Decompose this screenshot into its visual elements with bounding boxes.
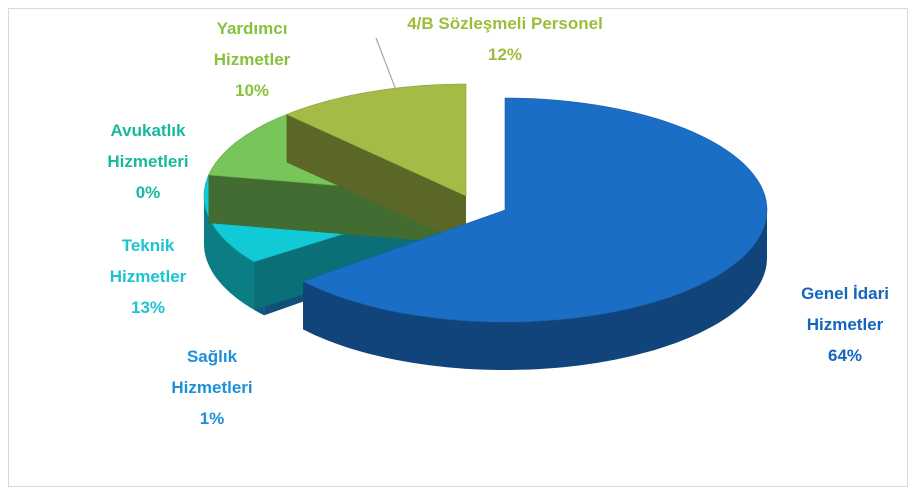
category-label: Sağlık Hizmetleri <box>171 347 253 397</box>
value-label: 1% <box>199 409 225 428</box>
slice-side <box>204 196 254 310</box>
data-label: Genel İdari Hizmetler 64% <box>780 278 910 371</box>
data-label: Teknik Hizmetler 13% <box>83 230 213 323</box>
slice <box>302 97 768 323</box>
slice <box>285 83 467 197</box>
category-label: 4/B Sözleşmeli Personel <box>407 14 603 33</box>
value-label: 0% <box>135 183 161 202</box>
category-label: Teknik Hizmetler <box>109 236 187 286</box>
data-label: Yardımcı Hizmetler 10% <box>187 13 317 106</box>
data-label: 4/B Sözleşmeli Personel 12% <box>345 8 665 70</box>
category-label: Avukatlık Hizmetleri <box>107 121 189 171</box>
value-label: 13% <box>130 298 166 317</box>
category-label: Genel İdari Hizmetler <box>801 284 889 334</box>
category-label: Yardımcı Hizmetler <box>213 19 291 69</box>
data-label: Sağlık Hizmetleri 1% <box>147 341 277 434</box>
leader-line <box>375 37 397 91</box>
value-label: 10% <box>234 81 270 100</box>
value-label: 12% <box>487 45 523 64</box>
slice-side <box>303 210 767 370</box>
value-label: 64% <box>827 346 863 365</box>
slice-wall <box>286 114 466 245</box>
data-label: Avukatlık Hizmetleri 0% <box>83 115 213 208</box>
